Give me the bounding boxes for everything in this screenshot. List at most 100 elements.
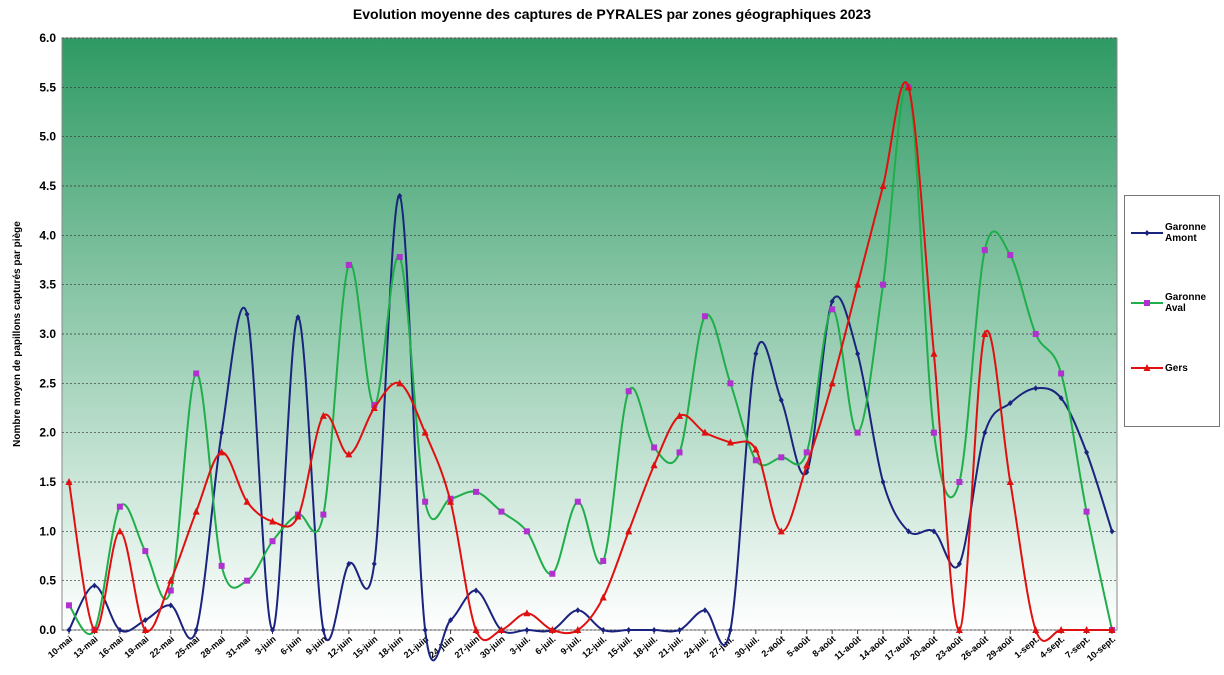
marker: [956, 479, 963, 485]
marker: [880, 479, 886, 485]
marker: [524, 627, 530, 633]
marker: [91, 582, 97, 589]
marker: [981, 247, 988, 254]
x-tick-label: 22-mai: [148, 634, 176, 660]
marker: [294, 512, 302, 520]
y-tick-label: 2.0: [39, 426, 56, 440]
marker: [167, 587, 174, 594]
marker: [117, 627, 123, 633]
x-tick-label: 5-août: [785, 634, 812, 659]
marker: [676, 449, 683, 456]
marker: [497, 626, 505, 633]
marker: [982, 429, 988, 436]
x-tick-label: 23-août: [934, 634, 965, 662]
marker: [777, 527, 785, 535]
marker: [905, 528, 911, 535]
marker: [1144, 230, 1150, 236]
marker: [879, 182, 887, 189]
x-tick-label: 6-juil.: [533, 634, 557, 657]
marker: [473, 488, 480, 495]
x-tick-label: 3-juin: [253, 634, 278, 657]
marker: [1033, 385, 1039, 392]
marker: [345, 261, 352, 268]
marker: [829, 298, 835, 305]
marker: [727, 380, 734, 387]
marker: [1109, 528, 1115, 535]
x-tick-label: 10-sept.: [1085, 634, 1117, 664]
marker: [1007, 252, 1014, 259]
marker: [295, 314, 301, 321]
y-tick-label: 3.0: [39, 327, 56, 341]
marker: [752, 457, 759, 464]
marker: [523, 609, 531, 617]
marker: [270, 627, 276, 633]
marker: [1057, 626, 1065, 633]
marker: [828, 379, 836, 387]
x-tick-label: 18-juin: [376, 634, 405, 660]
marker: [269, 538, 276, 545]
x-tick-label: 4-sept.: [1038, 634, 1067, 660]
x-tick-label: 29-août: [985, 634, 1016, 662]
marker: [981, 330, 989, 337]
legend-swatch: [1131, 300, 1163, 306]
marker: [727, 627, 733, 633]
marker: [855, 350, 861, 357]
marker: [65, 478, 73, 485]
x-tick-label: 24-juin: [427, 634, 456, 660]
marker: [66, 627, 72, 633]
marker: [829, 306, 836, 313]
x-tick-label: 11-août: [832, 634, 863, 662]
marker: [803, 449, 810, 456]
legend-label: Garonne Amont: [1165, 222, 1207, 244]
x-tick-label: 30-juin: [478, 634, 507, 660]
x-tick-label: 20-août: [908, 634, 939, 662]
marker: [600, 627, 606, 633]
legend-item: Gers: [1129, 362, 1209, 374]
chart-title: Evolution moyenne des captures de PYRALE…: [353, 6, 871, 22]
x-tick-label: 12-juil.: [580, 634, 608, 660]
marker: [626, 627, 632, 633]
marker: [651, 627, 657, 633]
marker: [320, 627, 326, 633]
marker: [677, 627, 683, 633]
marker: [930, 349, 938, 357]
y-tick-label: 3.5: [39, 278, 56, 292]
legend-swatch: [1131, 364, 1163, 371]
marker: [422, 627, 428, 633]
marker: [141, 626, 149, 633]
legend: Garonne Amont Garonne Aval Gers: [1124, 195, 1220, 427]
marker: [625, 388, 632, 395]
x-tick-label: 16-mai: [97, 634, 125, 660]
marker: [701, 428, 709, 436]
marker: [168, 602, 174, 609]
marker: [1108, 626, 1116, 633]
marker: [421, 428, 429, 436]
marker: [167, 576, 175, 584]
x-tick-label: 26-août: [959, 634, 990, 662]
marker: [116, 527, 124, 535]
marker: [676, 411, 684, 419]
marker: [931, 528, 937, 535]
marker: [955, 626, 963, 633]
marker: [651, 444, 658, 451]
marker: [930, 429, 937, 436]
x-tick-label: 15-juil.: [606, 634, 634, 660]
marker: [523, 528, 530, 535]
marker: [880, 281, 887, 288]
x-tick-label: 17-août: [883, 634, 914, 662]
marker: [218, 562, 225, 569]
marker: [448, 617, 454, 624]
x-tick-label: 9-juil.: [559, 634, 583, 657]
y-tick-label: 5.5: [39, 80, 56, 94]
marker: [346, 560, 352, 567]
marker: [1032, 626, 1040, 633]
marker: [193, 370, 200, 377]
marker: [269, 517, 277, 525]
marker: [116, 503, 123, 510]
marker: [956, 560, 962, 567]
marker: [320, 511, 327, 518]
marker: [575, 607, 581, 614]
marker: [1006, 478, 1014, 485]
